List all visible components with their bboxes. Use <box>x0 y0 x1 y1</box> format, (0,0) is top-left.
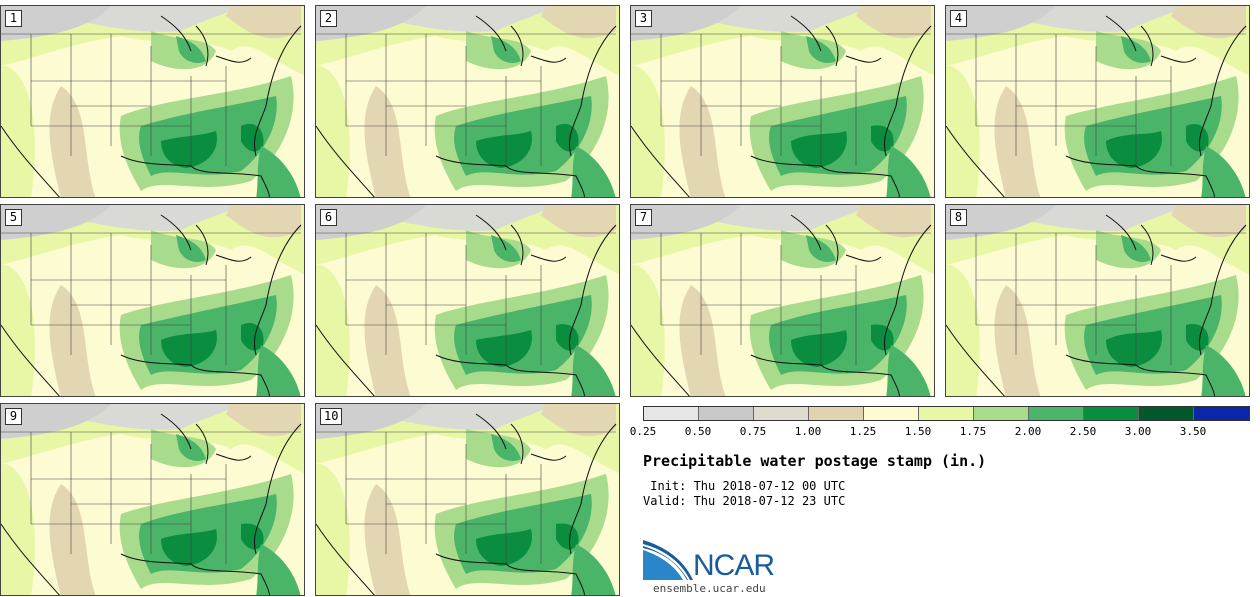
colorbar <box>643 406 1250 421</box>
stamp-panel-4: 4 <box>945 5 1250 198</box>
colorbar-tick-label: 2.00 <box>1014 425 1042 438</box>
colorbar-tick-label: 1.25 <box>849 425 877 438</box>
colorbar-tick-label: 3.50 <box>1179 425 1207 438</box>
colorbar-tick-label: 3.00 <box>1124 425 1152 438</box>
ncar-logo-icon <box>643 540 693 580</box>
colorbar-segment <box>864 407 919 420</box>
colorbar-tick-label: 0.50 <box>684 425 712 438</box>
colorbar-tick-label: 0.75 <box>739 425 767 438</box>
colorbar-segment <box>1139 407 1194 420</box>
colorbar-segment <box>699 407 754 420</box>
map-title: Precipitable water postage stamp (in.) <box>643 452 987 470</box>
member-number-label: 5 <box>5 209 22 226</box>
stamp-panel-2: 2 <box>315 5 620 198</box>
member-number-label: 4 <box>950 10 967 27</box>
member-number-label: 3 <box>635 10 652 27</box>
colorbar-segment <box>1029 407 1084 420</box>
member-number-label: 10 <box>320 408 343 425</box>
colorbar-segment <box>809 407 864 420</box>
stamp-panel-10: 10 <box>315 403 620 596</box>
valid-time: Valid: Thu 2018-07-12 23 UTC <box>643 494 846 508</box>
colorbar-segment <box>1194 407 1249 420</box>
member-number-label: 9 <box>5 408 22 425</box>
stamp-panel-7: 7 <box>630 204 935 397</box>
stamp-panel-3: 3 <box>630 5 935 198</box>
init-time: Init: Thu 2018-07-12 00 UTC <box>643 479 846 493</box>
member-number-label: 2 <box>320 10 337 27</box>
stamp-panel-5: 5 <box>0 204 305 397</box>
stamp-panel-9: 9 <box>0 403 305 596</box>
colorbar-segment <box>754 407 809 420</box>
ncar-logo-text: NCAR <box>693 549 775 582</box>
member-number-label: 8 <box>950 209 967 226</box>
colorbar-segment <box>919 407 974 420</box>
colorbar-segment <box>1084 407 1139 420</box>
colorbar-segment <box>974 407 1029 420</box>
stamp-panel-8: 8 <box>945 204 1250 397</box>
colorbar-tick-label: 0.25 <box>629 425 657 438</box>
stamp-panel-1: 1 <box>0 5 305 198</box>
colorbar-tick-label: 1.75 <box>959 425 987 438</box>
site-url[interactable]: ensemble.ucar.edu <box>653 582 766 595</box>
colorbar-segment <box>644 407 699 420</box>
member-number-label: 6 <box>320 209 337 226</box>
colorbar-tick-label: 2.50 <box>1069 425 1097 438</box>
member-number-label: 7 <box>635 209 652 226</box>
member-number-label: 1 <box>5 10 22 27</box>
stamp-panel-6: 6 <box>315 204 620 397</box>
colorbar-tick-label: 1.50 <box>904 425 932 438</box>
colorbar-tick-label: 1.00 <box>794 425 822 438</box>
